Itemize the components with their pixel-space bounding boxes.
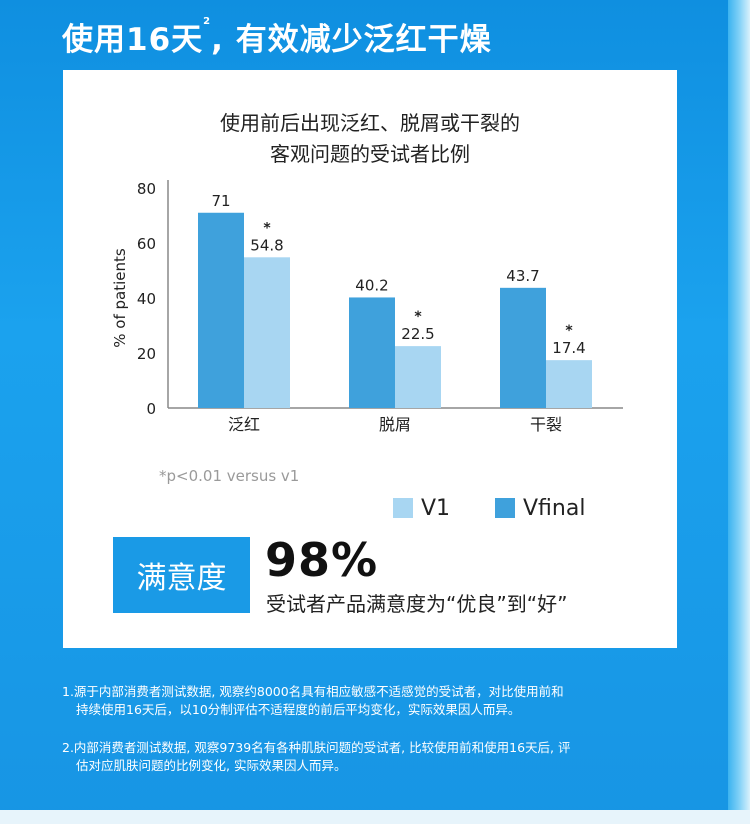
headline-footnote-mark: 2	[203, 16, 212, 27]
x-category-label: 干裂	[530, 415, 562, 434]
y-tick-label: 40	[137, 290, 156, 308]
footnotes: 1.源于内部消费者测试数据, 观察约8000名具有相应敏感不适感觉的受试者，对比…	[62, 683, 692, 795]
chart-card: 使用前后出现泛红、脱屑或干裂的 客观问题的受试者比例 0 20 40 60 80 % of…	[63, 70, 677, 648]
footnote-2: 2.内部消费者测试数据, 观察9739名有各种肌肤问题的受试者, 比较使用前和使…	[62, 739, 692, 775]
x-category-label: 泛红	[228, 415, 260, 434]
y-tick-label: 80	[137, 180, 156, 198]
significance-footnote: *p<0.01 versus v1	[159, 467, 300, 485]
page-headline: 使用16天2, 有效减少泛红干燥	[62, 14, 492, 59]
chart-title-line-1: 使用前后出现泛红、脱屑或干裂的	[220, 111, 520, 135]
satisfaction-description: 受试者产品满意度为“优良”到“好”	[266, 592, 568, 616]
satisfaction-percent: 98%	[265, 533, 379, 587]
satisfaction-label-box: 满意度	[113, 537, 250, 613]
y-tick-label: 60	[137, 235, 156, 253]
legend-label-v1: V1	[421, 495, 451, 521]
legend-label-vfinal: Vfinal	[523, 495, 586, 521]
significance-star: *	[414, 309, 422, 325]
data-label: 54.8	[250, 236, 283, 254]
bar-v1-3	[546, 360, 592, 408]
bar-v1-1	[244, 257, 290, 408]
y-axis-label: % of patients	[111, 248, 129, 348]
data-label: 22.5	[401, 325, 434, 343]
footnote-1-line-1: 1.源于内部消费者测试数据, 观察约8000名具有相应敏感不适感觉的受试者，对比…	[62, 684, 564, 699]
headline-text: 使用16天	[62, 22, 204, 58]
bar-vfinal-1	[198, 212, 244, 408]
footnote-1-line-2: 持续使用16天后，以10分制评估不适程度的前后平均变化，实际效果因人而异。	[76, 702, 521, 717]
satisfaction-label: 满意度	[136, 561, 227, 596]
legend-item-v1: V1	[393, 493, 450, 523]
data-label: 17.4	[552, 339, 585, 357]
legend-item-vfinal: Vfinal	[495, 493, 585, 523]
footnote-1: 1.源于内部消费者测试数据, 观察约8000名具有相应敏感不适感觉的受试者，对比…	[62, 683, 692, 719]
footnote-2-line-1: 2.内部消费者测试数据, 观察9739名有各种肌肤问题的受试者, 比较使用前和使…	[62, 740, 571, 755]
data-label: 71	[211, 192, 230, 210]
chart-title: 使用前后出现泛红、脱屑或干裂的 客观问题的受试者比例	[63, 108, 677, 170]
data-label: 43.7	[506, 267, 539, 285]
y-tick-label: 20	[137, 345, 156, 363]
headline-comma: ,	[211, 22, 236, 58]
bar-vfinal-2	[349, 297, 395, 408]
bottom-edge-decoration	[0, 810, 750, 824]
right-edge-decoration	[728, 0, 750, 824]
bar-v1-2	[395, 346, 441, 408]
significance-star: *	[565, 323, 573, 339]
footnote-2-line-2: 估对应肌肤问题的比例变化, 实际效果因人而异。	[76, 758, 347, 773]
chart-title-line-2: 客观问题的受试者比例	[270, 142, 470, 166]
data-label: 40.2	[355, 276, 388, 294]
y-tick-label: 0	[146, 400, 156, 418]
legend-swatch-v1	[393, 498, 413, 518]
significance-star: *	[263, 220, 271, 236]
legend-swatch-vfinal	[495, 498, 515, 518]
x-category-label: 脱屑	[379, 415, 411, 434]
bar-vfinal-3	[500, 287, 546, 408]
headline-rest: 有效减少泛红干燥	[235, 22, 492, 58]
